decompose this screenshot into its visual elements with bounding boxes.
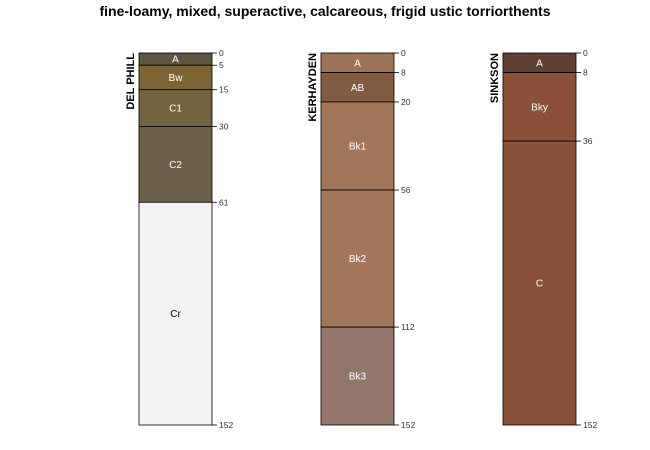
horizon-block (320, 72, 395, 103)
depth-label: 0 (583, 48, 588, 58)
depth-label: 112 (401, 322, 415, 332)
depth-label: 20 (401, 97, 411, 107)
depth-label: 152 (219, 420, 233, 430)
horizon-label: A (536, 58, 543, 69)
horizon-label: AB (351, 83, 365, 94)
depth-label: 152 (583, 420, 597, 430)
horizon-label: Bky (531, 102, 548, 113)
horizon-label: C (536, 279, 543, 290)
horizon-block (502, 72, 577, 142)
horizon-block (320, 189, 395, 328)
depth-label: 30 (219, 121, 229, 131)
horizon-block (320, 326, 395, 426)
horizon-label: C1 (169, 104, 182, 115)
soil-profile: SINKSON A Bky C 0 8 36 152 (489, 48, 597, 430)
depth-label: 15 (219, 85, 229, 95)
depth-label: 152 (401, 420, 415, 430)
horizon-block (138, 64, 213, 91)
chart-title: fine-loamy, mixed, superactive, calcareo… (99, 3, 551, 19)
horizon-label: Cr (170, 309, 181, 320)
profile-name: KERHAYDEN (307, 53, 319, 122)
horizon-label: Bk2 (349, 254, 367, 265)
horizon-label: C2 (169, 160, 182, 171)
depth-label: 8 (401, 68, 406, 78)
depth-label: 61 (219, 197, 229, 207)
depth-label: 5 (219, 60, 224, 70)
soil-profile: KERHAYDEN A AB Bk1 Bk2 Bk3 0 8 20 56 112 152 (307, 48, 415, 430)
depth-label: 0 (219, 48, 224, 58)
horizon-block (138, 201, 213, 426)
horizon-label: Bk3 (349, 372, 367, 383)
profile-name: DEL PHILL (125, 53, 137, 110)
horizon-label: A (172, 55, 179, 66)
horizon-block (320, 101, 395, 191)
depth-label: 0 (401, 48, 406, 58)
horizon-block (502, 140, 577, 426)
horizon-block (138, 89, 213, 127)
soil-profile: DEL PHILL A Bw C1 C2 Cr 0 5 15 30 61 152 (125, 48, 233, 430)
profile-name: SINKSON (489, 53, 501, 103)
depth-label: 56 (401, 185, 411, 195)
depth-label: 36 (583, 136, 593, 146)
horizon-label: Bk1 (349, 142, 367, 153)
horizon-label: A (354, 58, 361, 69)
horizon-label: Bw (169, 73, 184, 84)
depth-label: 8 (583, 68, 588, 78)
